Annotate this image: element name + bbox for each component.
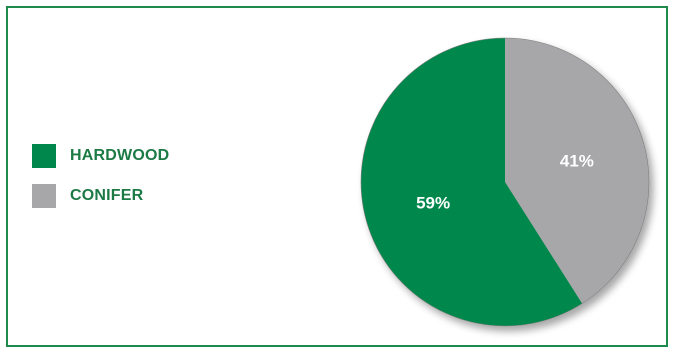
legend-label-conifer: CONIFER [70, 187, 144, 204]
pie-outline [360, 37, 650, 327]
pie-slices [360, 37, 650, 327]
legend-swatch-hardwood [32, 144, 56, 168]
pie-slice-hardwood [360, 38, 583, 326]
legend: HARDWOOD CONIFER [32, 144, 169, 224]
pie-labels: 41% 59% [416, 152, 594, 213]
legend-item-conifer: CONIFER [32, 184, 169, 208]
pie-label-hardwood: 59% [416, 193, 450, 212]
legend-label-hardwood: HARDWOOD [70, 147, 170, 164]
pie-label-conifer: 41% [560, 152, 594, 171]
legend-swatch-conifer [32, 184, 56, 208]
legend-item-hardwood: HARDWOOD [32, 144, 169, 168]
pie-slice-conifer [505, 38, 649, 304]
pie-chart: 41% 59% [360, 37, 650, 327]
